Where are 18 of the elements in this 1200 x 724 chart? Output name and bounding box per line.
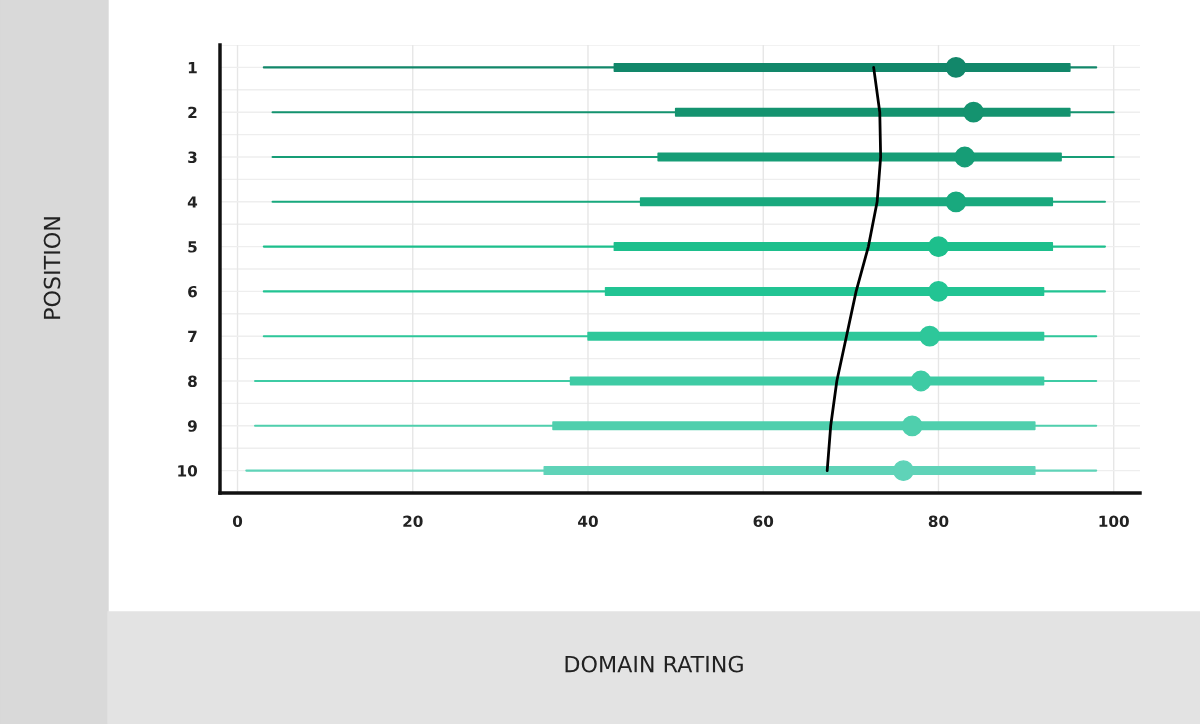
y-tick-label: 2 <box>188 106 197 118</box>
y-tick-label: 3 <box>188 151 197 164</box>
x-tick-label: 40 <box>578 515 598 528</box>
text: POSITION <box>43 217 61 319</box>
y-tick-label: 6 <box>188 285 197 298</box>
x-tick-label: 100 <box>1099 515 1129 528</box>
text: DOMAIN RATING <box>565 655 743 673</box>
y-tick-label: 9 <box>187 420 197 432</box>
y-tick-label: 10 <box>178 465 198 477</box>
y-tick-label: 4 <box>187 196 198 208</box>
x-tick-label: 80 <box>928 515 949 528</box>
y-tick-label: 7 <box>188 330 197 342</box>
y-tick-label: 8 <box>188 375 197 388</box>
x-tick-label: 60 <box>753 515 774 528</box>
x-tick-label: 20 <box>403 515 423 528</box>
y-tick-label: 1 <box>188 62 197 74</box>
y-tick-label: 5 <box>188 241 197 253</box>
x-tick-label: 0 <box>232 515 243 528</box>
